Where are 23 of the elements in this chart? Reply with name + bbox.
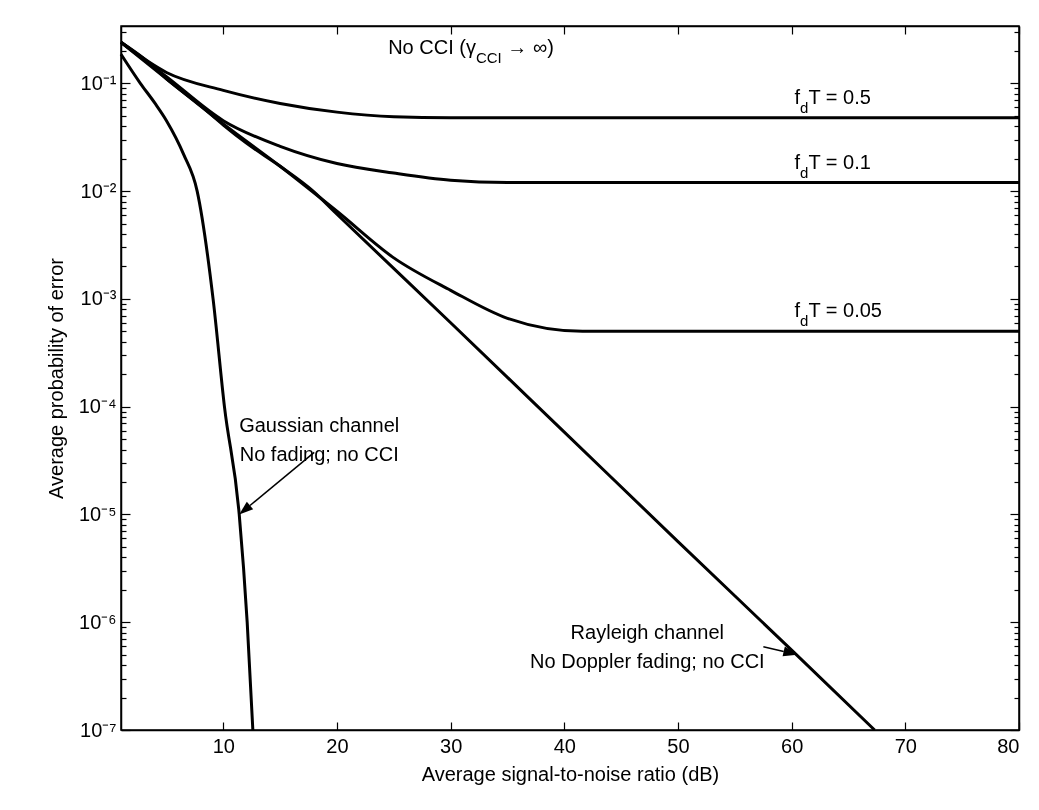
x-axis-title: Average signal-to-noise ratio (dB) <box>421 762 720 785</box>
y-tick-label: 10⁻¹ <box>80 71 117 94</box>
y-tick-label: 10⁻³ <box>80 287 117 310</box>
x-tick-label: 30 <box>440 734 463 757</box>
y-tick-label: 10⁻⁴ <box>78 395 117 418</box>
y-axis-title: Average probability of error <box>44 257 67 499</box>
x-tick-label: 80 <box>997 734 1020 757</box>
annotation: Gaussian channel No fading; no CCI <box>239 414 400 466</box>
x-tick-label: 40 <box>553 734 576 757</box>
y-tick-label: 10⁻⁵ <box>78 502 117 525</box>
x-tick-label: 50 <box>667 734 690 757</box>
y-tick-label: 10⁻⁷ <box>80 718 117 741</box>
y-tick-label: 10⁻² <box>80 179 117 202</box>
series-label: f$_{d}$T = 0.05 <box>794 299 882 329</box>
series-label: f$_{d}$T = 0.5 <box>794 85 871 116</box>
series-label: f$_{d}$T = 0.1 <box>794 150 871 181</box>
x-tick-label: 10 <box>212 734 235 757</box>
x-tick-label: 60 <box>781 734 804 757</box>
x-tick-label: 20 <box>326 734 349 757</box>
x-tick-label: 70 <box>894 734 917 757</box>
y-tick-label: 10⁻⁶ <box>79 610 117 633</box>
annotation: No CCI (γ$_{CCI}$ → ∞) <box>388 36 554 66</box>
annotation: Rayleigh channel No Doppler fading; no CCI <box>530 620 765 672</box>
